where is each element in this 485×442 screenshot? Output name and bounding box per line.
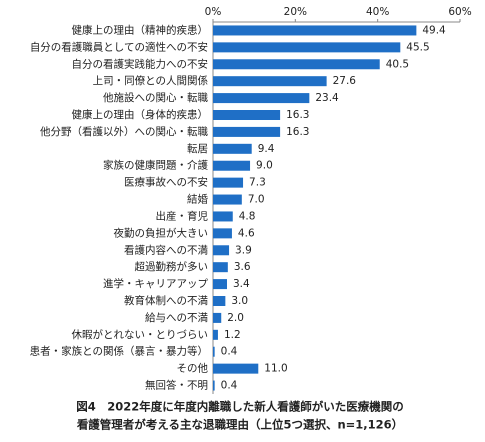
data-label: 9.4	[258, 143, 275, 155]
bar	[213, 296, 226, 306]
data-label: 4.8	[239, 210, 256, 222]
bar	[213, 59, 380, 70]
y-tick-label: 患者・家族との関係（暴言・暴力等）	[30, 345, 208, 358]
y-tick-label: 無回答・不明	[145, 379, 208, 392]
chart-title: 図4 2022年度に年度内離職した新人看護師がいた医療機関の	[76, 400, 404, 414]
bar	[213, 110, 281, 120]
y-tick-label: 給与への不満	[145, 311, 208, 324]
data-label: 7.3	[249, 177, 266, 189]
bar	[213, 279, 227, 290]
bar	[213, 160, 251, 171]
data-label: 16.3	[286, 126, 309, 138]
bar	[213, 380, 215, 391]
y-tick-label: 休暇がとれない・とりづらい	[72, 328, 209, 341]
y-tick-label: 自分の看護職員としての適性への不安	[30, 40, 208, 53]
bar	[213, 211, 233, 222]
y-tick-label: 進学・キャリアアップ	[103, 277, 208, 290]
bar	[213, 143, 252, 154]
data-label: 4.6	[238, 227, 255, 239]
data-label: 3.4	[233, 278, 250, 290]
y-tick-label: 健康上の理由（身体的疾患）	[72, 108, 209, 121]
data-label: 3.9	[235, 244, 252, 256]
data-label: 11.0	[264, 363, 287, 375]
bar	[213, 126, 281, 137]
data-label: 45.5	[406, 41, 429, 53]
bar	[213, 245, 230, 256]
y-tick-label: 超過勤務が多い	[135, 260, 209, 273]
data-label: 40.5	[386, 58, 409, 70]
data-label: 3.6	[234, 261, 251, 273]
y-tick-label: その他	[177, 362, 209, 375]
bar	[213, 228, 232, 239]
x-tick-label: 40%	[366, 6, 389, 18]
data-label: 23.4	[315, 92, 339, 104]
y-tick-label: 医療事故への不安	[124, 176, 208, 189]
data-label: 2.0	[227, 312, 244, 324]
y-tick-label: 結婚	[187, 193, 208, 206]
y-tick-label: 教育体制への不満	[124, 294, 208, 307]
data-label: 16.3	[286, 109, 309, 121]
x-tick-label: 20%	[284, 6, 307, 18]
y-tick-label: 看護内容への不満	[124, 243, 208, 256]
bar	[213, 346, 215, 357]
x-tick-label: 0%	[205, 6, 222, 18]
bar	[213, 93, 310, 104]
y-tick-label: 転居	[187, 143, 208, 155]
bar	[213, 312, 222, 323]
data-label: 0.4	[221, 346, 238, 358]
y-tick-label: 他施設への関心・転職	[103, 91, 208, 104]
bar	[213, 363, 259, 374]
data-label: 9.0	[256, 160, 273, 172]
data-label: 3.0	[231, 295, 248, 307]
data-label: 27.6	[333, 75, 357, 87]
data-label: 1.2	[224, 329, 241, 341]
bar	[213, 194, 242, 205]
y-tick-label: 他分野（看護以外）への関心・転職	[40, 125, 208, 138]
bar	[213, 25, 417, 36]
y-tick-label: 夜勤の負担が大きい	[114, 226, 209, 239]
data-label: 49.4	[422, 24, 446, 36]
bar	[213, 262, 228, 273]
bar	[213, 76, 327, 87]
data-label: 7.0	[248, 194, 265, 206]
y-tick-label: 自分の看護実践能力への不安	[72, 57, 209, 70]
x-tick-label: 60%	[448, 6, 471, 18]
chart-title: 看護管理者が考える主な退職理由（上位5つ選択、n=1,126）	[76, 418, 403, 432]
y-tick-label: 上司・同僚との人間関係	[93, 74, 208, 87]
bar	[213, 329, 218, 340]
y-tick-label: 家族の健康問題・介護	[103, 159, 208, 172]
bar	[213, 177, 244, 188]
y-tick-label: 健康上の理由（精神的疾患）	[72, 23, 209, 36]
data-label: 0.4	[221, 380, 238, 392]
y-tick-label: 出産・育児	[156, 209, 209, 222]
bar	[213, 42, 401, 53]
